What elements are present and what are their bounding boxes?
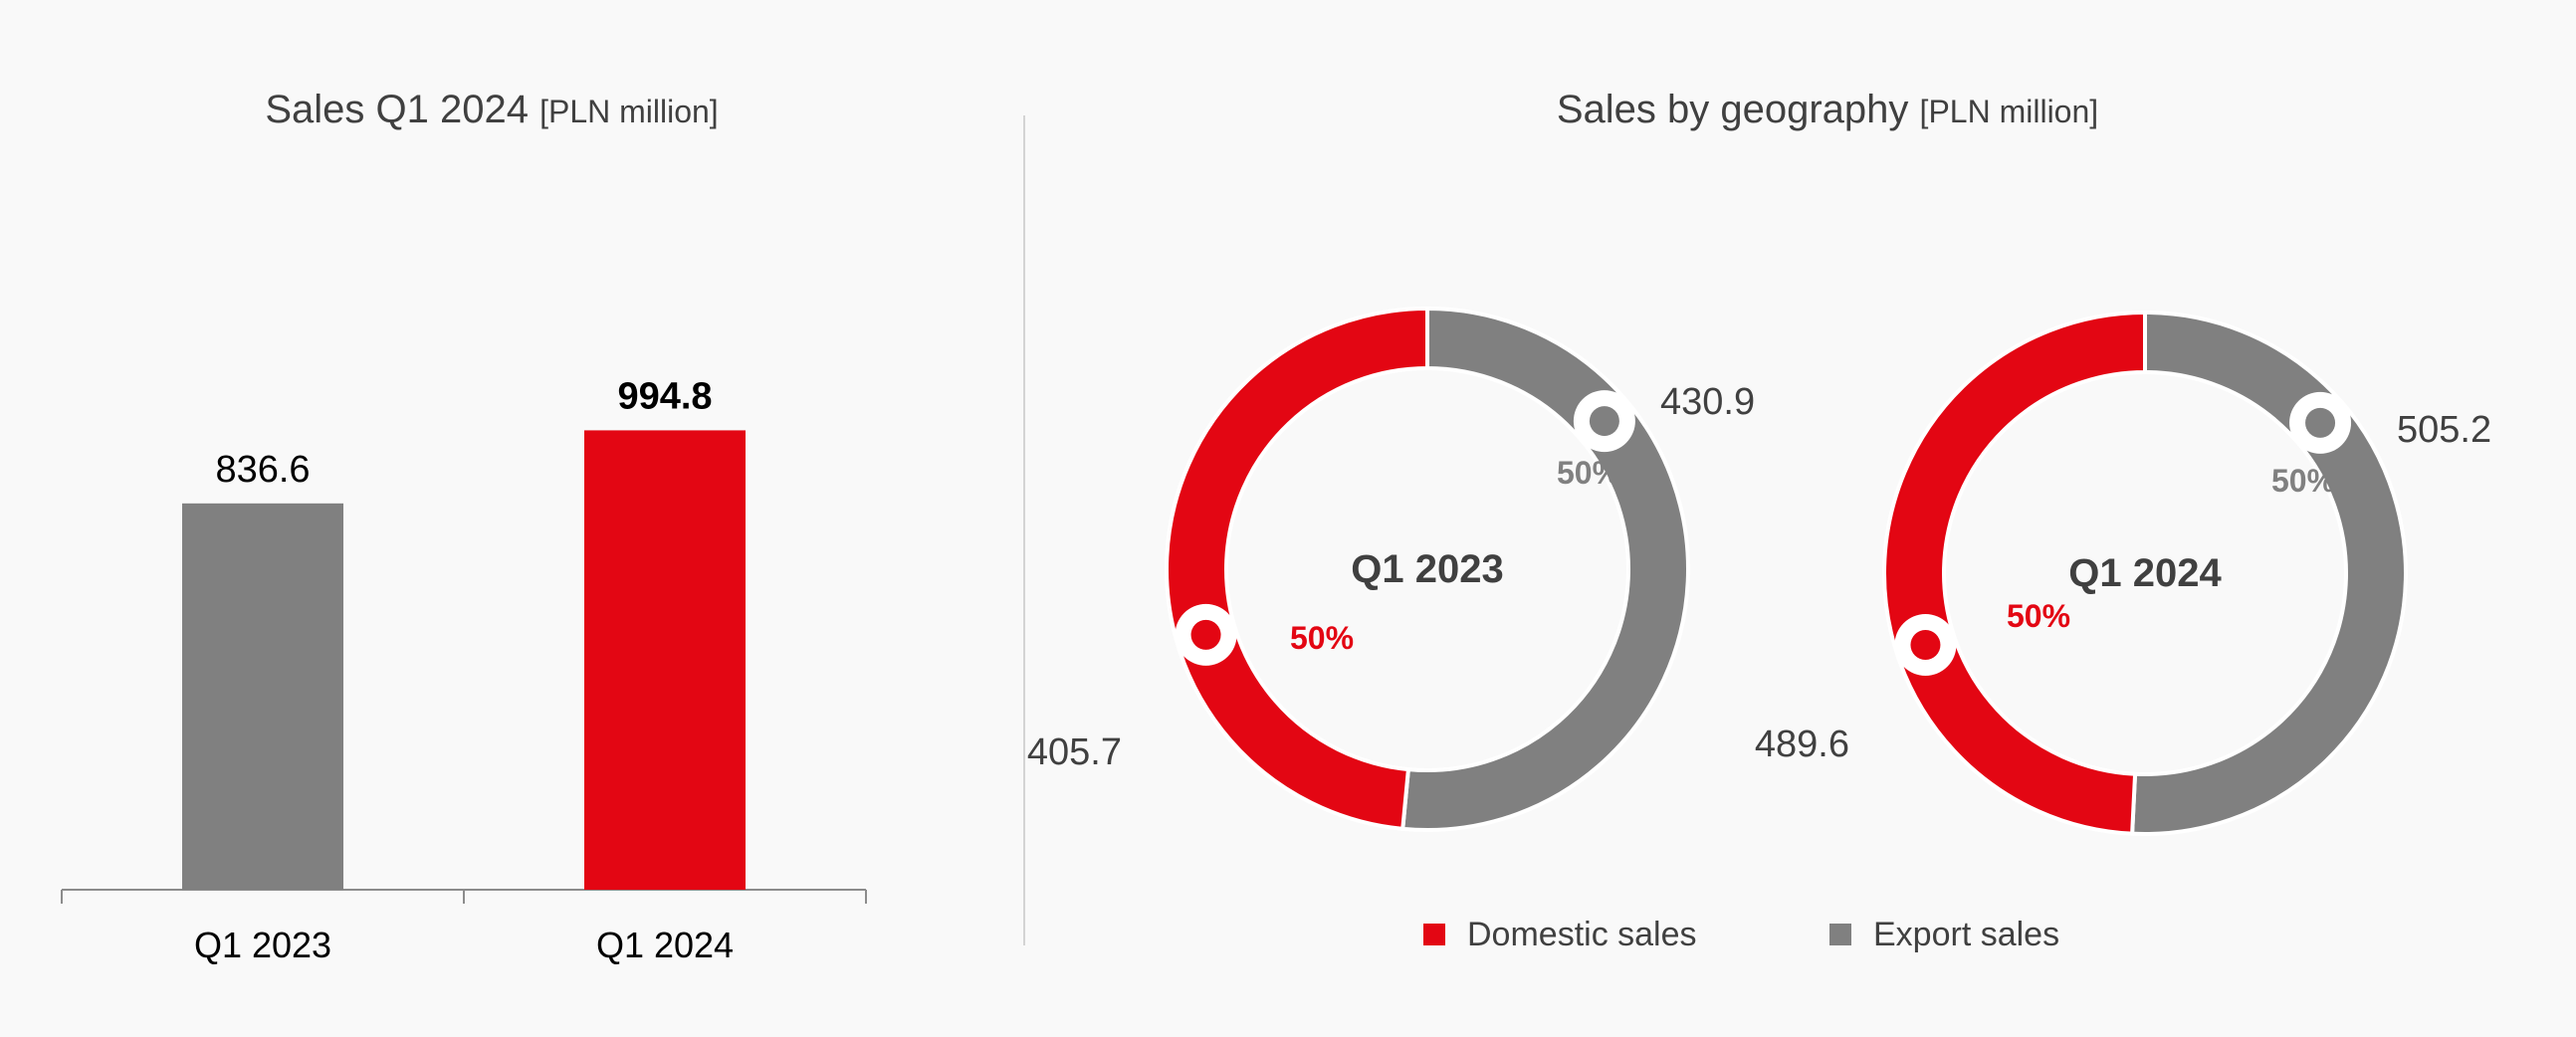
legend-swatch-domestic <box>1423 924 1445 945</box>
x-tick-label: Q1 2024 <box>596 925 734 965</box>
donut-chart-title-unit: [PLN million] <box>1919 94 2099 129</box>
bar-q1-2023 <box>182 503 343 890</box>
bar-value-label: 994.8 <box>617 375 712 417</box>
donut-center-label: Q1 2024 <box>2068 551 2222 595</box>
value-label-domestic: 405.7 <box>1027 731 1122 773</box>
value-label-domestic: 489.6 <box>1755 724 1849 765</box>
donut-center-label: Q1 2023 <box>1351 547 1503 591</box>
pct-label-export: 50% <box>2271 463 2335 499</box>
legend-swatch-export <box>1829 924 1851 945</box>
panel-divider <box>1023 115 1025 945</box>
pct-label-domestic: 50% <box>2007 598 2070 634</box>
marker-dot-domestic <box>1190 619 1221 650</box>
legend-label-export: Export sales <box>1873 915 2060 953</box>
value-label-export: 430.9 <box>1660 381 1755 423</box>
legend-label-domestic: Domestic sales <box>1467 915 1697 953</box>
x-tick-label: Q1 2023 <box>194 925 331 965</box>
marker-dot-export <box>2305 407 2336 438</box>
bar-chart-title-unit: [PLN million] <box>539 94 719 129</box>
marker-dot-domestic <box>1910 629 1941 660</box>
bar-q1-2024 <box>584 430 746 890</box>
legend-item-export: Export sales <box>1829 912 2059 957</box>
donut-slice-domestic <box>1882 310 2147 836</box>
bar-value-label: 836.6 <box>215 449 310 491</box>
pct-label-export: 50% <box>1557 455 1620 491</box>
bar-chart-title: Sales Q1 2024 [PLN million] <box>265 88 718 132</box>
bar-chart-title-main: Sales Q1 2024 <box>265 88 529 131</box>
legend-item-domestic: Domestic sales <box>1423 912 1697 957</box>
pct-label-domestic: 50% <box>1290 620 1354 656</box>
donut-slice-domestic <box>1164 306 1429 832</box>
donut-chart-title: Sales by geography [PLN million] <box>1557 88 2098 132</box>
donut-chart-title-main: Sales by geography <box>1556 88 1909 131</box>
marker-dot-export <box>1589 406 1619 437</box>
value-label-export: 505.2 <box>2397 409 2491 451</box>
